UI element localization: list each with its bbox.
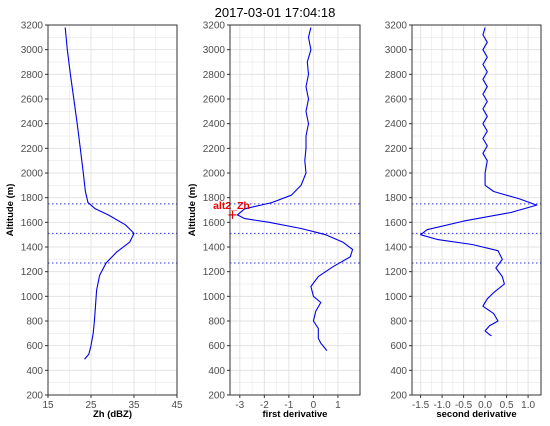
y-tick-label: 400 [208,366,225,377]
y-tick-label: 1000 [21,292,44,303]
x-axis-label: second derivative [436,409,516,420]
x-tick-label: 1 [335,400,341,411]
y-tick-label: 1000 [385,292,408,303]
y-tick-label: 2400 [203,119,226,130]
y-tick-label: 2600 [21,95,44,106]
x-tick-label: -2 [260,400,269,411]
y-tick-label: 2000 [203,169,226,180]
x-tick-label: -1.0 [433,400,451,411]
y-tick-label: 1400 [203,243,226,254]
x-tick-label: 15 [42,400,54,411]
y-tick-label: 200 [208,391,225,402]
y-tick-label: 400 [390,366,407,377]
y-tick-label: 1200 [21,267,44,278]
y-tick-label: 200 [26,391,43,402]
x-tick-label: 45 [171,400,183,411]
x-tick-label: -3 [235,400,244,411]
y-tick-label: 1600 [203,218,226,229]
y-tick-label: 2000 [21,169,44,180]
y-tick-label: 1200 [385,267,408,278]
y-tick-label: 2600 [385,95,408,106]
y-tick-label: 2200 [21,144,44,155]
y-tick-label: 1600 [385,218,408,229]
x-axis-label: first derivative [263,409,328,420]
panel-frame [229,24,361,396]
y-tick-label: 2200 [385,144,408,155]
series-line [236,27,354,351]
y-tick-label: 2000 [385,169,408,180]
y-tick-label: 1800 [21,193,44,204]
y-tick-label: 3200 [21,21,44,32]
x-tick-label: 0 [311,400,317,411]
y-tick-label: 1000 [203,292,226,303]
y-tick-label: 800 [208,317,225,328]
y-tick-label: 3200 [203,21,226,32]
x-axis-label: Zh (dBZ) [93,409,132,420]
x-tick-label: 35 [128,400,140,411]
y-axis-label: Altitude (m) [187,184,198,237]
y-tick-label: 1600 [21,218,44,229]
panel-3: 200 400 600 800 1000 1200 1400 1600 1800 2000 2200… [385,21,542,420]
x-tick-label: 1.0 [521,400,535,411]
y-tick-label: 600 [390,341,407,352]
annotation-label: alt2_Zh [213,200,250,212]
y-tick-label: 400 [26,366,43,377]
x-tick-label: 0.0 [478,400,492,411]
panel-frame [411,24,542,396]
series-line [64,27,135,360]
panel-1: 200 400 600 800 1000 1200 1400 1600 1800 2000 2200… [5,21,183,421]
y-tick-label: 1200 [203,267,226,278]
y-tick-label: 2200 [203,144,226,155]
y-tick-label: 2400 [21,119,44,130]
panel-2: alt2_Zh 200 400 600 800 1000 1200 1400 1600 1800 2… [187,21,361,420]
y-tick-label: 1400 [385,243,408,254]
y-tick-label: 3000 [385,45,408,56]
y-tick-label: 1800 [385,193,408,204]
y-tick-label: 1800 [203,193,226,204]
y-tick-label: 2800 [21,70,44,81]
y-tick-label: 1400 [21,243,44,254]
panel-frame [47,24,178,396]
y-tick-label: 2600 [203,95,226,106]
y-tick-label: 3200 [385,21,408,32]
y-tick-label: 800 [26,317,43,328]
figure-title: 2017-03-01 17:04:18 [215,5,336,20]
y-tick-label: 600 [26,341,43,352]
y-tick-label: 3000 [203,45,226,56]
x-tick-label: 0.5 [500,400,514,411]
x-tick-label: 25 [85,400,97,411]
y-axis-label: Altitude (m) [5,184,16,237]
y-tick-label: 2800 [385,70,408,81]
series-line [420,27,538,337]
x-tick-label: -1.5 [412,400,430,411]
y-tick-label: 200 [390,391,407,402]
y-tick-label: 3000 [21,45,44,56]
y-tick-label: 800 [390,317,407,328]
y-tick-label: 2400 [385,119,408,130]
x-tick-label: -0.5 [455,400,473,411]
y-tick-label: 2800 [203,70,226,81]
x-tick-label: -1 [284,400,293,411]
y-tick-label: 600 [208,341,225,352]
